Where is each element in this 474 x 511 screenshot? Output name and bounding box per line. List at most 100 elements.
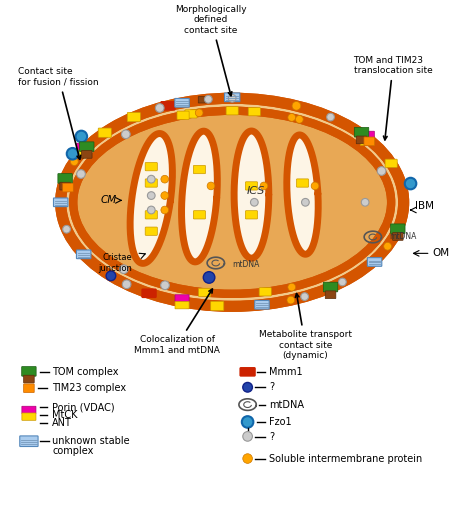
Text: Mmm1: Mmm1 xyxy=(269,367,302,377)
FancyBboxPatch shape xyxy=(145,179,157,187)
Text: Fzo1: Fzo1 xyxy=(269,417,292,427)
FancyBboxPatch shape xyxy=(77,143,91,151)
Circle shape xyxy=(75,131,87,142)
FancyBboxPatch shape xyxy=(360,138,374,145)
Text: ICS: ICS xyxy=(247,185,265,196)
FancyBboxPatch shape xyxy=(355,127,369,137)
Circle shape xyxy=(361,198,369,206)
FancyBboxPatch shape xyxy=(385,159,397,168)
FancyBboxPatch shape xyxy=(145,227,157,236)
Circle shape xyxy=(250,198,258,206)
FancyBboxPatch shape xyxy=(323,282,338,292)
Circle shape xyxy=(295,115,303,123)
Circle shape xyxy=(260,182,268,190)
Text: Soluble intermembrane protein: Soluble intermembrane protein xyxy=(269,454,422,463)
FancyBboxPatch shape xyxy=(356,136,367,144)
FancyBboxPatch shape xyxy=(175,99,189,107)
Circle shape xyxy=(338,278,346,286)
Text: CM: CM xyxy=(100,195,117,205)
FancyBboxPatch shape xyxy=(175,301,189,309)
Circle shape xyxy=(106,271,116,281)
FancyBboxPatch shape xyxy=(54,198,68,206)
Circle shape xyxy=(288,283,296,291)
Text: Colocalization of
Mmm1 and mtDNA: Colocalization of Mmm1 and mtDNA xyxy=(134,289,220,355)
Circle shape xyxy=(288,113,296,121)
Circle shape xyxy=(207,182,215,190)
Text: OM: OM xyxy=(433,248,450,259)
Circle shape xyxy=(243,382,253,392)
Text: Contact site
for fusion / fission: Contact site for fusion / fission xyxy=(18,67,99,159)
FancyBboxPatch shape xyxy=(246,211,257,219)
Text: ANT: ANT xyxy=(52,418,72,428)
Circle shape xyxy=(122,280,131,289)
FancyBboxPatch shape xyxy=(364,137,374,146)
Circle shape xyxy=(155,104,164,112)
Circle shape xyxy=(301,293,309,300)
FancyBboxPatch shape xyxy=(98,128,111,137)
Text: TOM and TIM23
translocation site: TOM and TIM23 translocation site xyxy=(354,56,432,140)
Circle shape xyxy=(147,192,155,199)
Circle shape xyxy=(161,206,169,214)
FancyBboxPatch shape xyxy=(360,131,374,138)
Text: Porin (VDAC): Porin (VDAC) xyxy=(52,403,115,412)
Circle shape xyxy=(228,95,236,102)
FancyBboxPatch shape xyxy=(199,288,210,296)
FancyBboxPatch shape xyxy=(24,375,34,383)
FancyBboxPatch shape xyxy=(22,406,36,413)
Circle shape xyxy=(405,178,416,190)
FancyBboxPatch shape xyxy=(82,151,92,158)
Circle shape xyxy=(63,225,71,233)
Text: mtDNA: mtDNA xyxy=(269,400,304,410)
Text: ?: ? xyxy=(269,382,274,392)
Circle shape xyxy=(71,158,78,166)
Text: mtDNA: mtDNA xyxy=(232,261,260,269)
Polygon shape xyxy=(287,135,318,254)
FancyBboxPatch shape xyxy=(210,301,224,311)
Circle shape xyxy=(242,416,254,428)
FancyBboxPatch shape xyxy=(80,142,94,151)
FancyBboxPatch shape xyxy=(20,436,38,447)
Circle shape xyxy=(301,198,309,206)
FancyBboxPatch shape xyxy=(160,101,176,111)
Text: IBM: IBM xyxy=(415,201,434,211)
Circle shape xyxy=(243,454,253,463)
Circle shape xyxy=(161,192,169,199)
Circle shape xyxy=(147,206,155,214)
FancyBboxPatch shape xyxy=(193,211,206,219)
Circle shape xyxy=(384,242,392,250)
FancyBboxPatch shape xyxy=(248,107,260,116)
FancyBboxPatch shape xyxy=(177,111,189,120)
Circle shape xyxy=(119,265,128,273)
FancyBboxPatch shape xyxy=(24,384,34,392)
FancyBboxPatch shape xyxy=(145,162,157,171)
FancyBboxPatch shape xyxy=(391,224,405,234)
Text: TOM complex: TOM complex xyxy=(52,367,118,377)
Circle shape xyxy=(161,281,169,290)
Circle shape xyxy=(377,167,386,175)
FancyBboxPatch shape xyxy=(226,107,238,115)
Text: MtCK: MtCK xyxy=(52,410,78,420)
FancyBboxPatch shape xyxy=(175,295,189,302)
Circle shape xyxy=(121,130,130,138)
Text: Cristae
junction: Cristae junction xyxy=(98,253,132,273)
FancyBboxPatch shape xyxy=(239,367,256,377)
FancyBboxPatch shape xyxy=(246,182,257,190)
FancyBboxPatch shape xyxy=(63,183,73,192)
Circle shape xyxy=(77,170,85,178)
FancyBboxPatch shape xyxy=(22,413,36,421)
FancyBboxPatch shape xyxy=(145,211,157,219)
Circle shape xyxy=(243,432,253,441)
FancyBboxPatch shape xyxy=(185,110,197,118)
FancyBboxPatch shape xyxy=(141,289,157,298)
Text: unknown stable: unknown stable xyxy=(52,436,130,446)
FancyBboxPatch shape xyxy=(128,112,140,122)
Text: ?: ? xyxy=(269,432,274,443)
Circle shape xyxy=(204,96,212,103)
FancyBboxPatch shape xyxy=(60,182,71,190)
Ellipse shape xyxy=(73,111,391,294)
FancyBboxPatch shape xyxy=(76,250,91,259)
Circle shape xyxy=(67,148,78,159)
Circle shape xyxy=(292,102,301,110)
Text: Morphologically
defined
contact site: Morphologically defined contact site xyxy=(175,5,247,96)
FancyBboxPatch shape xyxy=(296,179,309,187)
